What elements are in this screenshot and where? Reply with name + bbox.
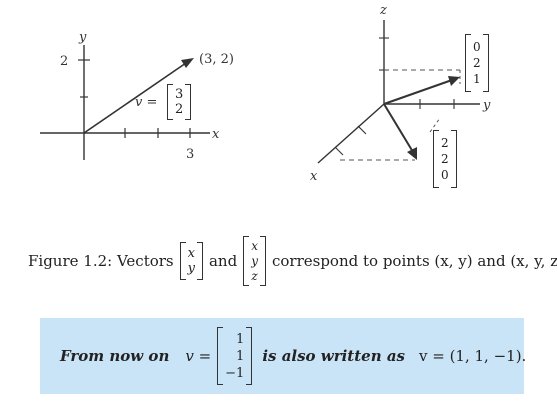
caption-tail: correspond to points (x, y) and (x, y, z…: [271, 252, 557, 270]
axis-x-label: x: [212, 127, 220, 142]
note-tail: v = (1, 1, −1).: [419, 347, 527, 365]
vec-entry: y: [251, 253, 258, 268]
v-equals: v =: [135, 95, 157, 110]
vec-entry: x: [187, 246, 195, 261]
note-v-eq: v =: [185, 347, 212, 365]
caption-vec2: x y: [179, 242, 203, 280]
vec-entry: x: [251, 238, 258, 253]
caption-vec3: x y z: [243, 236, 266, 286]
axis-y-label: y: [482, 98, 491, 113]
arrow-head: [448, 76, 460, 86]
vector-0-2-1: 0 2 1: [465, 34, 489, 92]
vec-entry: 2: [473, 56, 481, 70]
x-axis: [317, 103, 385, 164]
caption-lead: Figure 1.2: Vectors: [28, 252, 174, 270]
axis-x-label: x: [310, 169, 318, 184]
vector-220: [383, 103, 414, 153]
arrow-head: [407, 147, 417, 160]
vec-entry: 1: [473, 72, 481, 86]
x-tick: [357, 125, 367, 135]
vec-entry: 2: [441, 136, 449, 150]
guide-dashed: [429, 117, 441, 133]
vec-entry: 1: [236, 348, 245, 364]
vector-021: [383, 79, 453, 105]
point-label: (3, 2): [199, 52, 234, 67]
vec-entry: 2: [441, 152, 449, 166]
vec-entry: z: [251, 268, 258, 283]
axis-z-label: z: [379, 3, 387, 18]
tick-label-y: 2: [60, 54, 68, 69]
vector-2-2-0: 2 2 0: [433, 130, 457, 188]
vec-entry: 0: [441, 168, 449, 182]
vec-entry: 2: [175, 102, 184, 117]
axis-y-label: y: [78, 30, 87, 45]
note-lead: From now on: [60, 347, 170, 365]
x-tick: [334, 146, 344, 156]
note-mid: is also written as: [262, 347, 405, 365]
vec-entry: y: [187, 261, 195, 276]
vec-entry: 1: [236, 331, 245, 347]
figure-3d: z y x: [310, 3, 491, 184]
tick-label-x: 3: [186, 147, 194, 162]
note-content: From now on v = 1 1 −1 is also written a…: [60, 318, 526, 394]
arrow-head: [181, 58, 194, 68]
vector-arrow: [83, 62, 187, 134]
figure-2d: y x 2 3 (3, 2) v =: [40, 30, 234, 162]
vec-entry: 3: [175, 87, 184, 102]
figure-caption: Figure 1.2: Vectors x y and x y z corres…: [28, 236, 557, 286]
vec-entry: −1: [225, 365, 245, 381]
note-vec: 1 1 −1: [217, 327, 253, 385]
note-box: From now on v = 1 1 −1 is also written a…: [40, 318, 526, 394]
vector-3-2: 3 2: [167, 84, 192, 120]
vec-entry: 0: [473, 40, 481, 54]
caption-and: and: [208, 252, 238, 270]
